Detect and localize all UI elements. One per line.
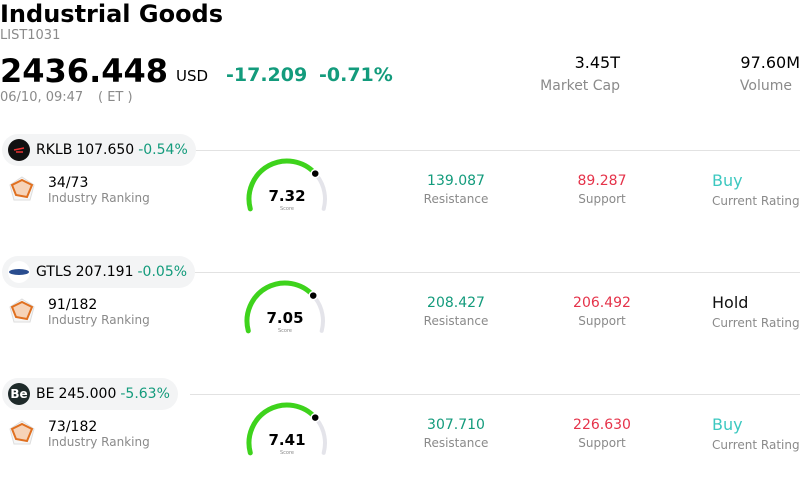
market-cap: 3.45T — [574, 53, 620, 72]
support: 226.630 — [573, 417, 631, 433]
ranking-label: Industry Ranking — [48, 313, 150, 327]
resistance-label: Resistance — [423, 436, 489, 450]
support-label: Support — [578, 314, 626, 328]
divider — [190, 394, 800, 395]
ticker: BE — [36, 386, 55, 402]
rating: Hold — [712, 293, 749, 312]
ranking: 73/182 — [48, 419, 98, 435]
stock-logo — [8, 261, 30, 283]
radar-icon — [8, 175, 36, 207]
resistance: 307.710 — [427, 417, 485, 433]
stock-pill: GTLS 207.191 -0.05% — [2, 256, 196, 288]
datetime: 06/10, 09:47 — [0, 90, 84, 105]
score: 7.32 — [268, 187, 306, 205]
stock-price: 207.191 — [75, 264, 134, 280]
rating: Buy — [712, 171, 743, 190]
radar-icon — [8, 297, 36, 329]
score-label: Score — [279, 450, 295, 456]
ranking-label: Industry Ranking — [48, 435, 150, 449]
support-label: Support — [578, 192, 626, 206]
stock-change: -0.05% — [137, 264, 188, 280]
change-pct: -0.71% — [319, 64, 393, 86]
ranking: 91/182 — [48, 297, 98, 313]
rating-label: Current Rating — [712, 438, 800, 452]
change: -17.209 — [226, 64, 308, 86]
stock-change: -0.54% — [138, 142, 188, 158]
code: LIST1031 — [0, 28, 61, 43]
stock-price: 245.000 — [58, 386, 117, 402]
currency: USD — [176, 67, 209, 85]
price: 2436.448 — [0, 52, 169, 90]
resistance: 139.087 — [427, 173, 485, 189]
support: 206.492 — [573, 295, 631, 311]
score-gauge — [243, 155, 331, 229]
stock-logo — [8, 139, 30, 161]
market-cap-label: Market Cap — [540, 78, 620, 94]
resistance-label: Resistance — [423, 314, 489, 328]
timezone: ( ET ) — [98, 90, 133, 105]
support-label: Support — [578, 436, 626, 450]
title: Industrial Goods — [0, 0, 224, 28]
stock-logo: Be — [8, 383, 30, 405]
volume-label: Volume — [739, 78, 792, 94]
support: 89.287 — [577, 173, 627, 189]
ticker: RKLB — [36, 142, 73, 158]
stock-price: 107.650 — [76, 142, 135, 158]
score-gauge — [243, 399, 331, 473]
score-label: Score — [277, 328, 293, 334]
score-gauge — [241, 277, 329, 351]
rating-label: Current Rating — [712, 194, 800, 208]
score: 7.05 — [266, 309, 304, 327]
volume: 97.60M — [740, 53, 800, 72]
rating-label: Current Rating — [712, 316, 800, 330]
stock-pill: RKLB 107.650 -0.54% — [2, 134, 196, 166]
score-label: Score — [279, 206, 295, 212]
divider — [190, 272, 800, 273]
rating: Buy — [712, 415, 743, 434]
ranking-label: Industry Ranking — [48, 191, 150, 205]
ranking: 34/73 — [48, 175, 89, 191]
resistance: 208.427 — [427, 295, 485, 311]
score: 7.41 — [268, 431, 306, 449]
resistance-label: Resistance — [423, 192, 489, 206]
divider — [190, 150, 800, 151]
stock-pill: Be BE 245.000 -5.63% — [2, 378, 178, 410]
ticker: GTLS — [36, 264, 72, 280]
radar-icon — [8, 419, 36, 451]
stock-change: -5.63% — [120, 386, 170, 402]
